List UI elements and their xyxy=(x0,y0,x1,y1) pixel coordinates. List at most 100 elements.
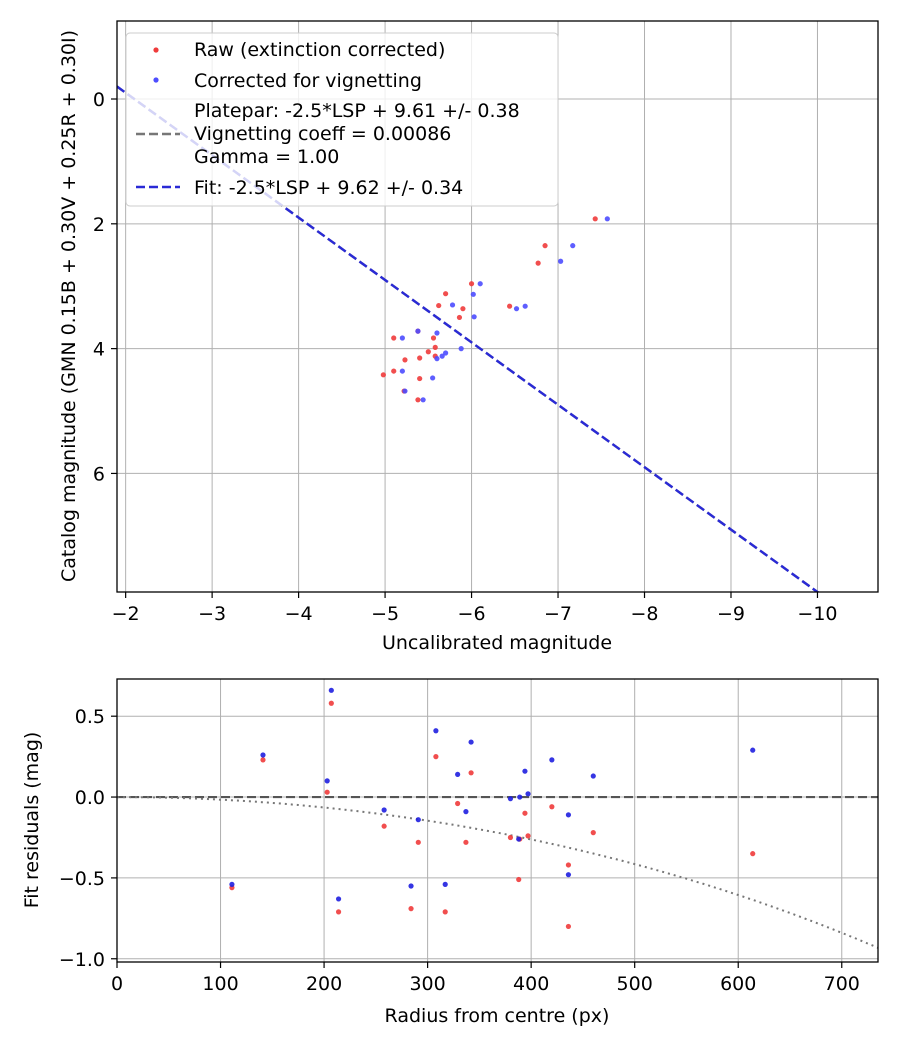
bottom-x-tick-label: 500 xyxy=(617,973,653,995)
bottom-corrected-point xyxy=(549,757,555,763)
legend: Raw (extinction corrected) Corrected for… xyxy=(125,32,559,207)
top-x-tick-label: −7 xyxy=(544,603,572,625)
bottom-raw-point xyxy=(408,906,414,912)
top-x-tick-label: −8 xyxy=(631,603,659,625)
top-corrected-point xyxy=(439,353,445,359)
bottom-corrected-point xyxy=(590,773,596,779)
bottom-corrected-point xyxy=(381,807,387,813)
bottom-x-label: Radius from centre (px) xyxy=(385,1005,610,1027)
bottom-raw-point xyxy=(468,770,474,776)
legend-label-gamma: Gamma = 1.00 xyxy=(194,146,339,168)
bottom-corrected-point xyxy=(324,778,330,784)
top-corrected-point xyxy=(458,346,464,352)
bottom-corrected-point xyxy=(565,872,572,878)
top-y-tick-label: 4 xyxy=(93,339,105,361)
legend-label-fit: Fit: -2.5*LSP + 9.62 +/- 0.34 xyxy=(194,177,463,199)
top-ticks: −2 −3 −4 −5 −6 −7 −8 −9 −10 0 2 4 6 xyxy=(93,89,838,625)
bottom-y-label: Fit residuals (mag) xyxy=(21,732,43,909)
top-chart: −2 −3 −4 −5 −6 −7 −8 −9 −10 0 2 4 6 Uncalibrated mag… xyxy=(58,20,879,654)
top-raw-point xyxy=(417,375,423,382)
top-corrected-point xyxy=(434,356,440,362)
top-corrected-point xyxy=(415,328,421,334)
top-raw-point xyxy=(417,355,423,361)
top-corrected-point xyxy=(443,350,449,356)
top-y-label: Catalog magnitude (GMN 0.15B + 0.30V + 0… xyxy=(58,30,80,582)
top-raw-point xyxy=(425,349,431,355)
top-raw-point xyxy=(468,281,475,287)
bottom-plot-area xyxy=(117,687,878,949)
bottom-corrected-point xyxy=(525,791,531,797)
top-x-tick-label: −5 xyxy=(371,603,399,625)
top-corrected-point xyxy=(399,335,405,341)
top-corrected-point xyxy=(402,388,408,394)
top-x-tick-label: −10 xyxy=(797,603,837,625)
bottom-corrected-point xyxy=(522,768,528,774)
top-corrected-point xyxy=(570,243,576,249)
top-raw-point xyxy=(436,302,442,309)
bottom-corrected-point xyxy=(517,794,523,800)
bottom-y-tick-label: −0.5 xyxy=(59,868,105,890)
bottom-corrected-point xyxy=(260,752,266,758)
top-corrected-point xyxy=(470,291,476,297)
bottom-y-tick-label: −1.0 xyxy=(59,949,105,971)
bottom-raw-point xyxy=(516,876,522,883)
bottom-raw-point xyxy=(442,909,448,915)
legend-marker-corrected xyxy=(153,77,159,83)
bottom-raw-point xyxy=(522,810,528,816)
top-raw-point xyxy=(391,368,397,374)
bottom-grid xyxy=(116,679,878,962)
top-raw-point xyxy=(415,397,421,403)
top-corrected-point xyxy=(399,368,405,374)
bottom-corrected-point xyxy=(507,796,514,802)
bottom-raw-point xyxy=(260,757,266,763)
top-corrected-point xyxy=(477,281,483,287)
top-x-tick-label: −3 xyxy=(198,603,226,625)
bottom-y-tick-label: 0.0 xyxy=(75,787,105,809)
top-corrected-point xyxy=(558,258,564,264)
top-corrected-point xyxy=(434,330,440,336)
bottom-raw-point xyxy=(455,800,461,807)
top-axes-frame xyxy=(116,20,879,593)
top-x-tick-label: −4 xyxy=(285,603,313,625)
top-raw-point xyxy=(460,306,466,312)
bottom-raw-point xyxy=(565,923,572,930)
top-raw-point xyxy=(456,314,463,321)
top-corrected-point xyxy=(604,216,610,222)
bottom-corrected-point xyxy=(463,809,469,815)
bottom-vignetting-curve xyxy=(117,796,878,949)
top-corrected-point xyxy=(513,306,520,312)
top-raw-point xyxy=(402,357,408,363)
bottom-raw-point xyxy=(525,833,531,839)
top-raw-point xyxy=(430,335,437,341)
bottom-raw-point xyxy=(590,830,596,836)
top-x-tick-label: −9 xyxy=(717,603,745,625)
top-corrected-point xyxy=(420,397,426,403)
bottom-corrected-point xyxy=(415,817,421,823)
bottom-corrected-point xyxy=(565,812,572,818)
top-corrected-point xyxy=(522,303,528,309)
bottom-x-tick-label: 700 xyxy=(824,973,860,995)
bottom-raw-point xyxy=(324,789,330,795)
bottom-x-tick-label: 100 xyxy=(202,973,238,995)
top-raw-point xyxy=(391,335,397,341)
bottom-x-tick-label: 200 xyxy=(306,973,342,995)
bottom-corrected-point xyxy=(455,771,461,778)
top-raw-point xyxy=(380,372,386,378)
bottom-corrected-point xyxy=(433,728,439,734)
bottom-x-tick-label: 0 xyxy=(111,973,123,995)
legend-label-corrected: Corrected for vignetting xyxy=(194,70,422,92)
bottom-x-tick-label: 600 xyxy=(720,973,756,995)
bottom-corrected-point xyxy=(335,896,342,902)
bottom-corrected-point xyxy=(516,836,522,842)
bottom-raw-point xyxy=(565,862,572,868)
top-raw-point xyxy=(592,216,598,222)
legend-label-platepar: Platepar: -2.5*LSP + 9.61 +/- 0.38 xyxy=(194,100,520,122)
bottom-corrected-point xyxy=(468,739,474,745)
top-raw-point xyxy=(443,291,449,297)
legend-box xyxy=(125,32,559,207)
bottom-y-tick-label: 0.5 xyxy=(75,706,105,728)
top-raw-point xyxy=(432,344,438,350)
top-x-tick-label: −6 xyxy=(458,603,486,625)
bottom-raw-point xyxy=(463,839,469,845)
